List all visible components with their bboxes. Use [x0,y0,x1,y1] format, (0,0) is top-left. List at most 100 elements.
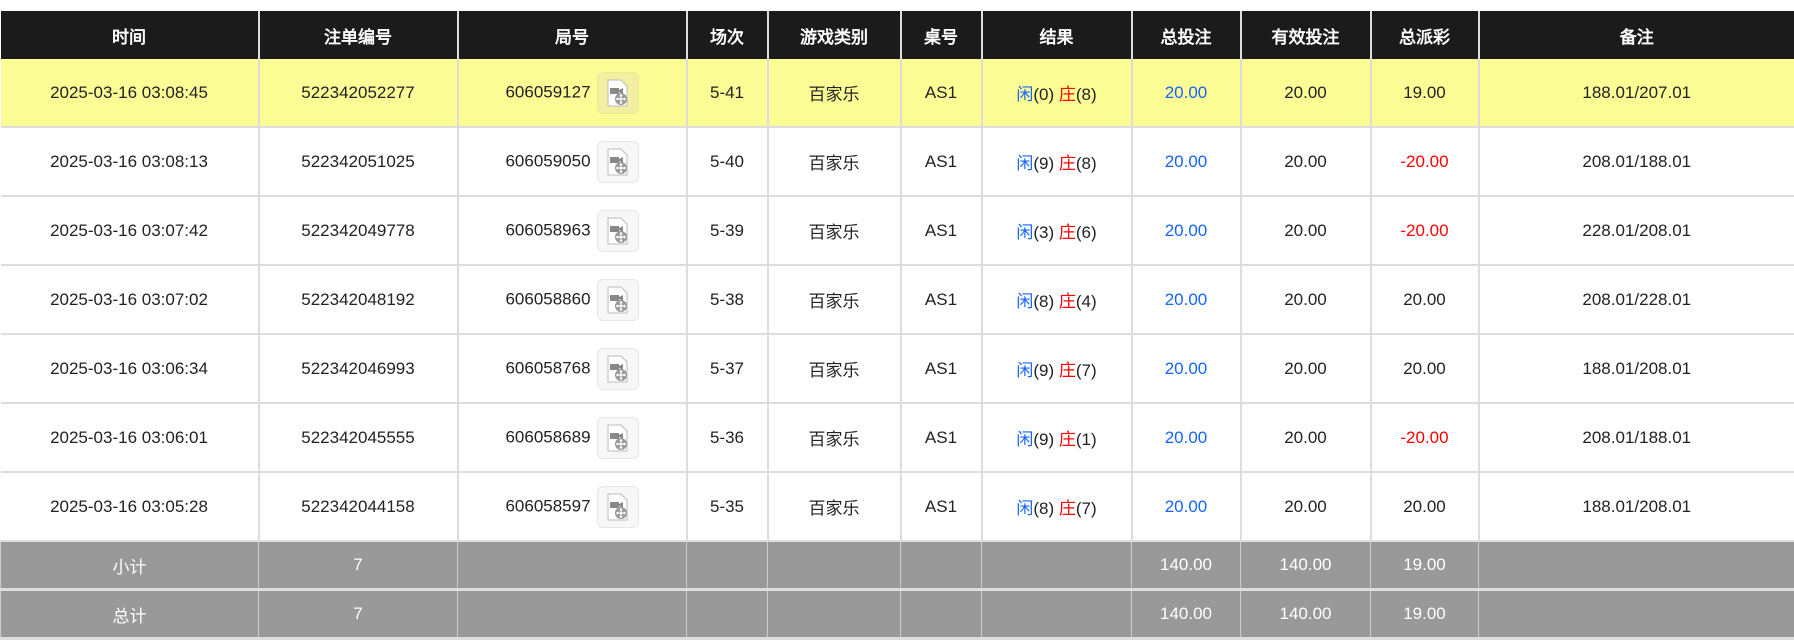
payout-cell: 19.00 [1371,59,1479,127]
valid-bet-cell: 20.00 [1241,334,1371,403]
game-type-cell: 百家乐 [768,472,901,541]
round-cell: 606058963 [458,196,687,265]
round-number: 606058963 [505,220,590,239]
round-cell: 606058768 [458,334,687,403]
result-cell: 闲(8) 庄(7) [982,472,1132,541]
payout-cell: 20.00 [1371,334,1479,403]
video-replay-icon[interactable] [597,210,639,252]
subtotal-valid-bet: 140.00 [1241,541,1371,590]
bet-id-cell: 522342052277 [259,59,458,127]
empty-cell [901,590,982,639]
subtotal-count: 7 [259,541,458,590]
video-replay-icon[interactable] [597,141,639,183]
video-replay-icon[interactable] [597,279,639,321]
header-row: 时间注单编号局号场次游戏类别桌号结果总投注有效投注总派彩备注 [1,11,1794,59]
header-valid-bet: 有效投注 [1241,11,1371,59]
game-type-cell: 百家乐 [768,196,901,265]
banker-score: (8) [1076,85,1097,104]
round-number: 606058597 [505,496,590,515]
game-type-cell: 百家乐 [768,59,901,127]
shoe-cell: 5-36 [687,403,768,472]
player-score: (0) [1033,85,1054,104]
video-replay-icon[interactable] [597,348,639,390]
round-number: 606059050 [505,151,590,170]
game-type-cell: 百家乐 [768,403,901,472]
player-score: (9) [1033,430,1054,449]
banker-label: 庄 [1059,223,1076,242]
payout-cell: -20.00 [1371,127,1479,196]
round-cell: 606059127 [458,59,687,127]
player-score: (9) [1033,154,1054,173]
total-payout: 19.00 [1371,590,1479,639]
table-row: 2025-03-16 03:07:42 522342049778 6060589… [1,196,1794,265]
table-no-cell: AS1 [901,127,982,196]
bet-id-cell: 522342046993 [259,334,458,403]
bet-id-cell: 522342045555 [259,403,458,472]
table-no-cell: AS1 [901,403,982,472]
player-label: 闲 [1016,154,1033,173]
player-label: 闲 [1016,361,1033,380]
round-number: 606059127 [505,82,590,101]
time-cell: 2025-03-16 03:07:42 [1,196,259,265]
player-label: 闲 [1016,85,1033,104]
banker-score: (7) [1076,361,1097,380]
banker-score: (8) [1076,154,1097,173]
subtotal-label: 小计 [1,541,259,590]
header-table-no: 桌号 [901,11,982,59]
valid-bet-cell: 20.00 [1241,472,1371,541]
note-cell: 228.01/208.01 [1479,196,1794,265]
total-bet-cell: 20.00 [1132,403,1241,472]
empty-cell [458,590,687,639]
header-note: 备注 [1479,11,1794,59]
banker-label: 庄 [1059,292,1076,311]
header-game-type: 游戏类别 [768,11,901,59]
total-bet-cell: 20.00 [1132,265,1241,334]
empty-cell [768,541,901,590]
valid-bet-cell: 20.00 [1241,196,1371,265]
header-shoe: 场次 [687,11,768,59]
round-cell: 606058689 [458,403,687,472]
payout-cell: -20.00 [1371,403,1479,472]
empty-cell [1479,590,1794,639]
result-cell: 闲(9) 庄(1) [982,403,1132,472]
table-no-cell: AS1 [901,334,982,403]
table-no-cell: AS1 [901,196,982,265]
table-row: 2025-03-16 03:08:13 522342051025 6060590… [1,127,1794,196]
video-replay-icon[interactable] [597,72,639,114]
valid-bet-cell: 20.00 [1241,127,1371,196]
round-number: 606058768 [505,358,590,377]
result-cell: 闲(8) 庄(4) [982,265,1132,334]
total-total-bet: 140.00 [1132,590,1241,639]
total-row: 总计 7 140.00 140.00 19.00 [1,590,1794,639]
round-number: 606058860 [505,289,590,308]
valid-bet-cell: 20.00 [1241,403,1371,472]
header-time: 时间 [1,11,259,59]
player-score: (8) [1033,292,1054,311]
time-cell: 2025-03-16 03:06:01 [1,403,259,472]
table-row: 2025-03-16 03:07:02 522342048192 6060588… [1,265,1794,334]
table-row: 2025-03-16 03:05:28 522342044158 6060585… [1,472,1794,541]
video-replay-icon[interactable] [597,486,639,528]
video-replay-icon[interactable] [597,417,639,459]
table-row: 2025-03-16 03:06:01 522342045555 6060586… [1,403,1794,472]
banker-label: 庄 [1059,499,1076,518]
empty-cell [982,590,1132,639]
table-no-cell: AS1 [901,59,982,127]
note-cell: 208.01/188.01 [1479,403,1794,472]
subtotal-row: 小计 7 140.00 140.00 19.00 [1,541,1794,590]
bet-id-cell: 522342049778 [259,196,458,265]
header-round: 局号 [458,11,687,59]
bet-id-cell: 522342051025 [259,127,458,196]
banker-label: 庄 [1059,154,1076,173]
game-type-cell: 百家乐 [768,334,901,403]
time-cell: 2025-03-16 03:06:34 [1,334,259,403]
valid-bet-cell: 20.00 [1241,265,1371,334]
banker-score: (4) [1076,292,1097,311]
result-cell: 闲(9) 庄(7) [982,334,1132,403]
shoe-cell: 5-41 [687,59,768,127]
table-row: 2025-03-16 03:08:45 522342052277 6060591… [1,59,1794,127]
round-cell: 606059050 [458,127,687,196]
empty-cell [982,541,1132,590]
total-count: 7 [259,590,458,639]
header-total-bet: 总投注 [1132,11,1241,59]
